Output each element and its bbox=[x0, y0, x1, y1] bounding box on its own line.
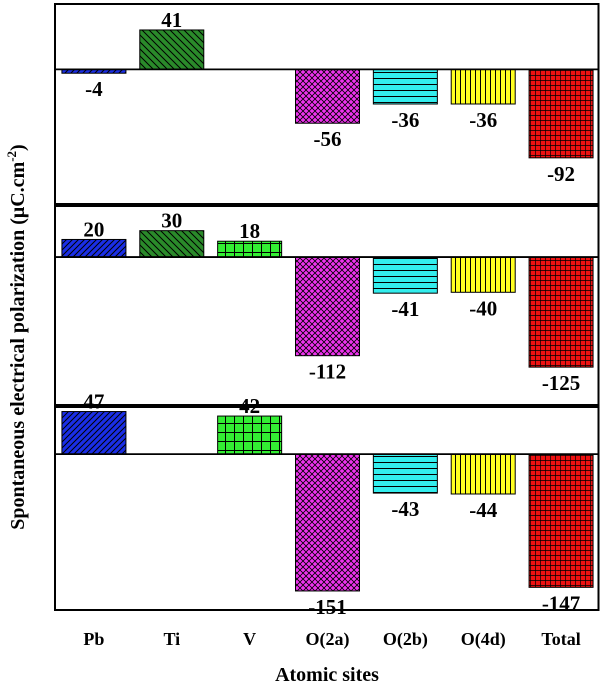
data-label-panel-3-o-4d: -44 bbox=[469, 498, 497, 522]
y-axis-label: Spontaneous electrical polarization (μC.… bbox=[4, 144, 29, 529]
x-tick-label-o-2a: O(2a) bbox=[306, 629, 350, 650]
data-label-panel-1-pb: -4 bbox=[85, 77, 103, 101]
x-tick-label-ti: Ti bbox=[163, 629, 180, 649]
x-tick-label-v: V bbox=[243, 629, 256, 649]
bar-panel-2-o-2a bbox=[295, 256, 360, 357]
data-label-panel-3-pb: 47 bbox=[83, 390, 104, 414]
y-axis-label-close: ) bbox=[7, 144, 29, 151]
y-axis-label-main: Spontaneous electrical polarization (μC.… bbox=[7, 161, 29, 529]
panel-2-frame bbox=[54, 205, 600, 406]
x-tick-labels: Pb Ti V O(2a) O(2b) O(4d) Total bbox=[83, 629, 580, 650]
x-axis-label: Atomic sites bbox=[275, 664, 379, 686]
bar-panel-3-total bbox=[528, 453, 594, 588]
bar-panel-3-pb bbox=[61, 411, 127, 455]
data-label-panel-1-o-2b: -36 bbox=[391, 108, 419, 132]
data-label-panel-2-o-2b: -41 bbox=[391, 297, 419, 321]
bar-panel-3-o-2a bbox=[295, 453, 360, 592]
x-tick-label-pb: Pb bbox=[83, 629, 104, 649]
bar-panel-3-v bbox=[217, 415, 283, 455]
data-label-panel-2-ti: 30 bbox=[161, 209, 182, 233]
data-label-panel-2-v: 18 bbox=[239, 219, 260, 243]
panel-3: 47 42 -151 -43 -44 -147 bbox=[54, 390, 600, 619]
chart-panels: -4 41 -56 -36 -36 -92 20 30 18 -112 -41 -40 -125 47 42… bbox=[54, 3, 600, 619]
y-axis-label-superscript: -2 bbox=[4, 151, 19, 162]
bar-panel-1-o-4d bbox=[450, 68, 516, 105]
data-label-panel-1-o-4d: -36 bbox=[469, 108, 497, 132]
data-label-panel-1-total: -92 bbox=[547, 162, 575, 186]
bar-panel-2-o-4d bbox=[450, 256, 516, 293]
x-tick-label-o-4d: O(4d) bbox=[461, 629, 506, 650]
bar-panel-2-pb bbox=[61, 238, 127, 258]
data-label-panel-3-v: 42 bbox=[239, 394, 260, 418]
data-label-panel-3-total: -147 bbox=[542, 591, 581, 615]
data-label-panel-3-o-2a: -151 bbox=[308, 595, 347, 619]
bar-panel-3-o-2b bbox=[372, 453, 438, 494]
x-tick-label-o-2b: O(2b) bbox=[383, 629, 428, 650]
panel-1: -4 41 -56 -36 -36 -92 bbox=[54, 3, 600, 205]
bar-panel-2-o-2b bbox=[372, 256, 438, 294]
data-label-panel-1-ti: 41 bbox=[161, 8, 182, 32]
panel-3-frame bbox=[54, 406, 600, 611]
data-label-panel-1-o-2a: -56 bbox=[314, 127, 342, 151]
bar-panel-1-o-2b bbox=[372, 68, 438, 105]
bar-panel-2-v bbox=[217, 240, 283, 258]
panel-1-frame bbox=[54, 3, 600, 205]
bar-panel-1-o-2a bbox=[295, 68, 360, 124]
x-tick-label-total: Total bbox=[541, 629, 580, 649]
data-label-panel-2-pb: 20 bbox=[83, 217, 104, 241]
bar-panel-2-ti bbox=[139, 230, 205, 258]
panel-2: 20 30 18 -112 -41 -40 -125 bbox=[54, 205, 600, 406]
bar-panel-3-o-4d bbox=[450, 453, 516, 495]
data-label-panel-3-o-2b: -43 bbox=[391, 497, 419, 521]
bar-panel-2-total bbox=[528, 256, 594, 368]
bar-panel-1-total bbox=[528, 68, 594, 159]
data-label-panel-2-o-2a: -112 bbox=[309, 360, 346, 384]
data-label-panel-2-total: -125 bbox=[542, 371, 581, 395]
data-label-panel-2-o-4d: -40 bbox=[469, 296, 497, 320]
bar-panel-1-ti bbox=[139, 29, 205, 70]
